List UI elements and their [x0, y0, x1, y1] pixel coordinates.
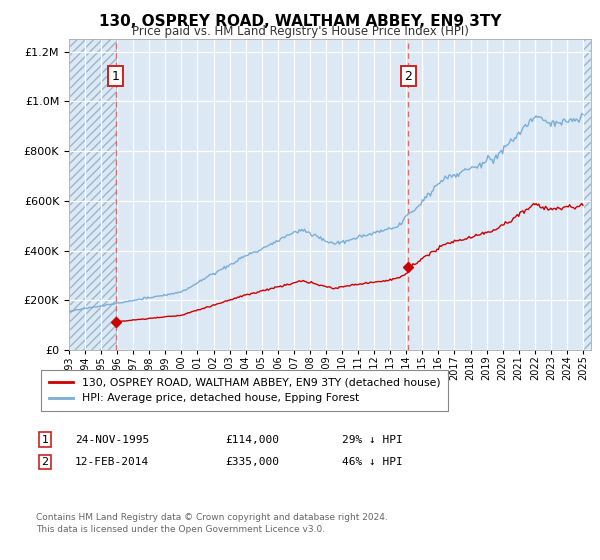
Text: 1: 1: [112, 70, 120, 83]
Text: 2: 2: [404, 70, 412, 83]
Text: 46% ↓ HPI: 46% ↓ HPI: [342, 457, 403, 467]
Text: 1: 1: [41, 435, 49, 445]
Text: Contains HM Land Registry data © Crown copyright and database right 2024.
This d: Contains HM Land Registry data © Crown c…: [36, 513, 388, 534]
Text: 12-FEB-2014: 12-FEB-2014: [75, 457, 149, 467]
Text: £114,000: £114,000: [225, 435, 279, 445]
Bar: [69, 27, 116, 350]
Text: 130, OSPREY ROAD, WALTHAM ABBEY, EN9 3TY: 130, OSPREY ROAD, WALTHAM ABBEY, EN9 3TY: [99, 14, 501, 29]
Text: 24-NOV-1995: 24-NOV-1995: [75, 435, 149, 445]
Bar: [583, 27, 599, 350]
Text: 2: 2: [41, 457, 49, 467]
Legend: 130, OSPREY ROAD, WALTHAM ABBEY, EN9 3TY (detached house), HPI: Average price, d: 130, OSPREY ROAD, WALTHAM ABBEY, EN9 3TY…: [41, 370, 448, 411]
Text: £335,000: £335,000: [225, 457, 279, 467]
Text: 29% ↓ HPI: 29% ↓ HPI: [342, 435, 403, 445]
Text: Price paid vs. HM Land Registry's House Price Index (HPI): Price paid vs. HM Land Registry's House …: [131, 25, 469, 38]
